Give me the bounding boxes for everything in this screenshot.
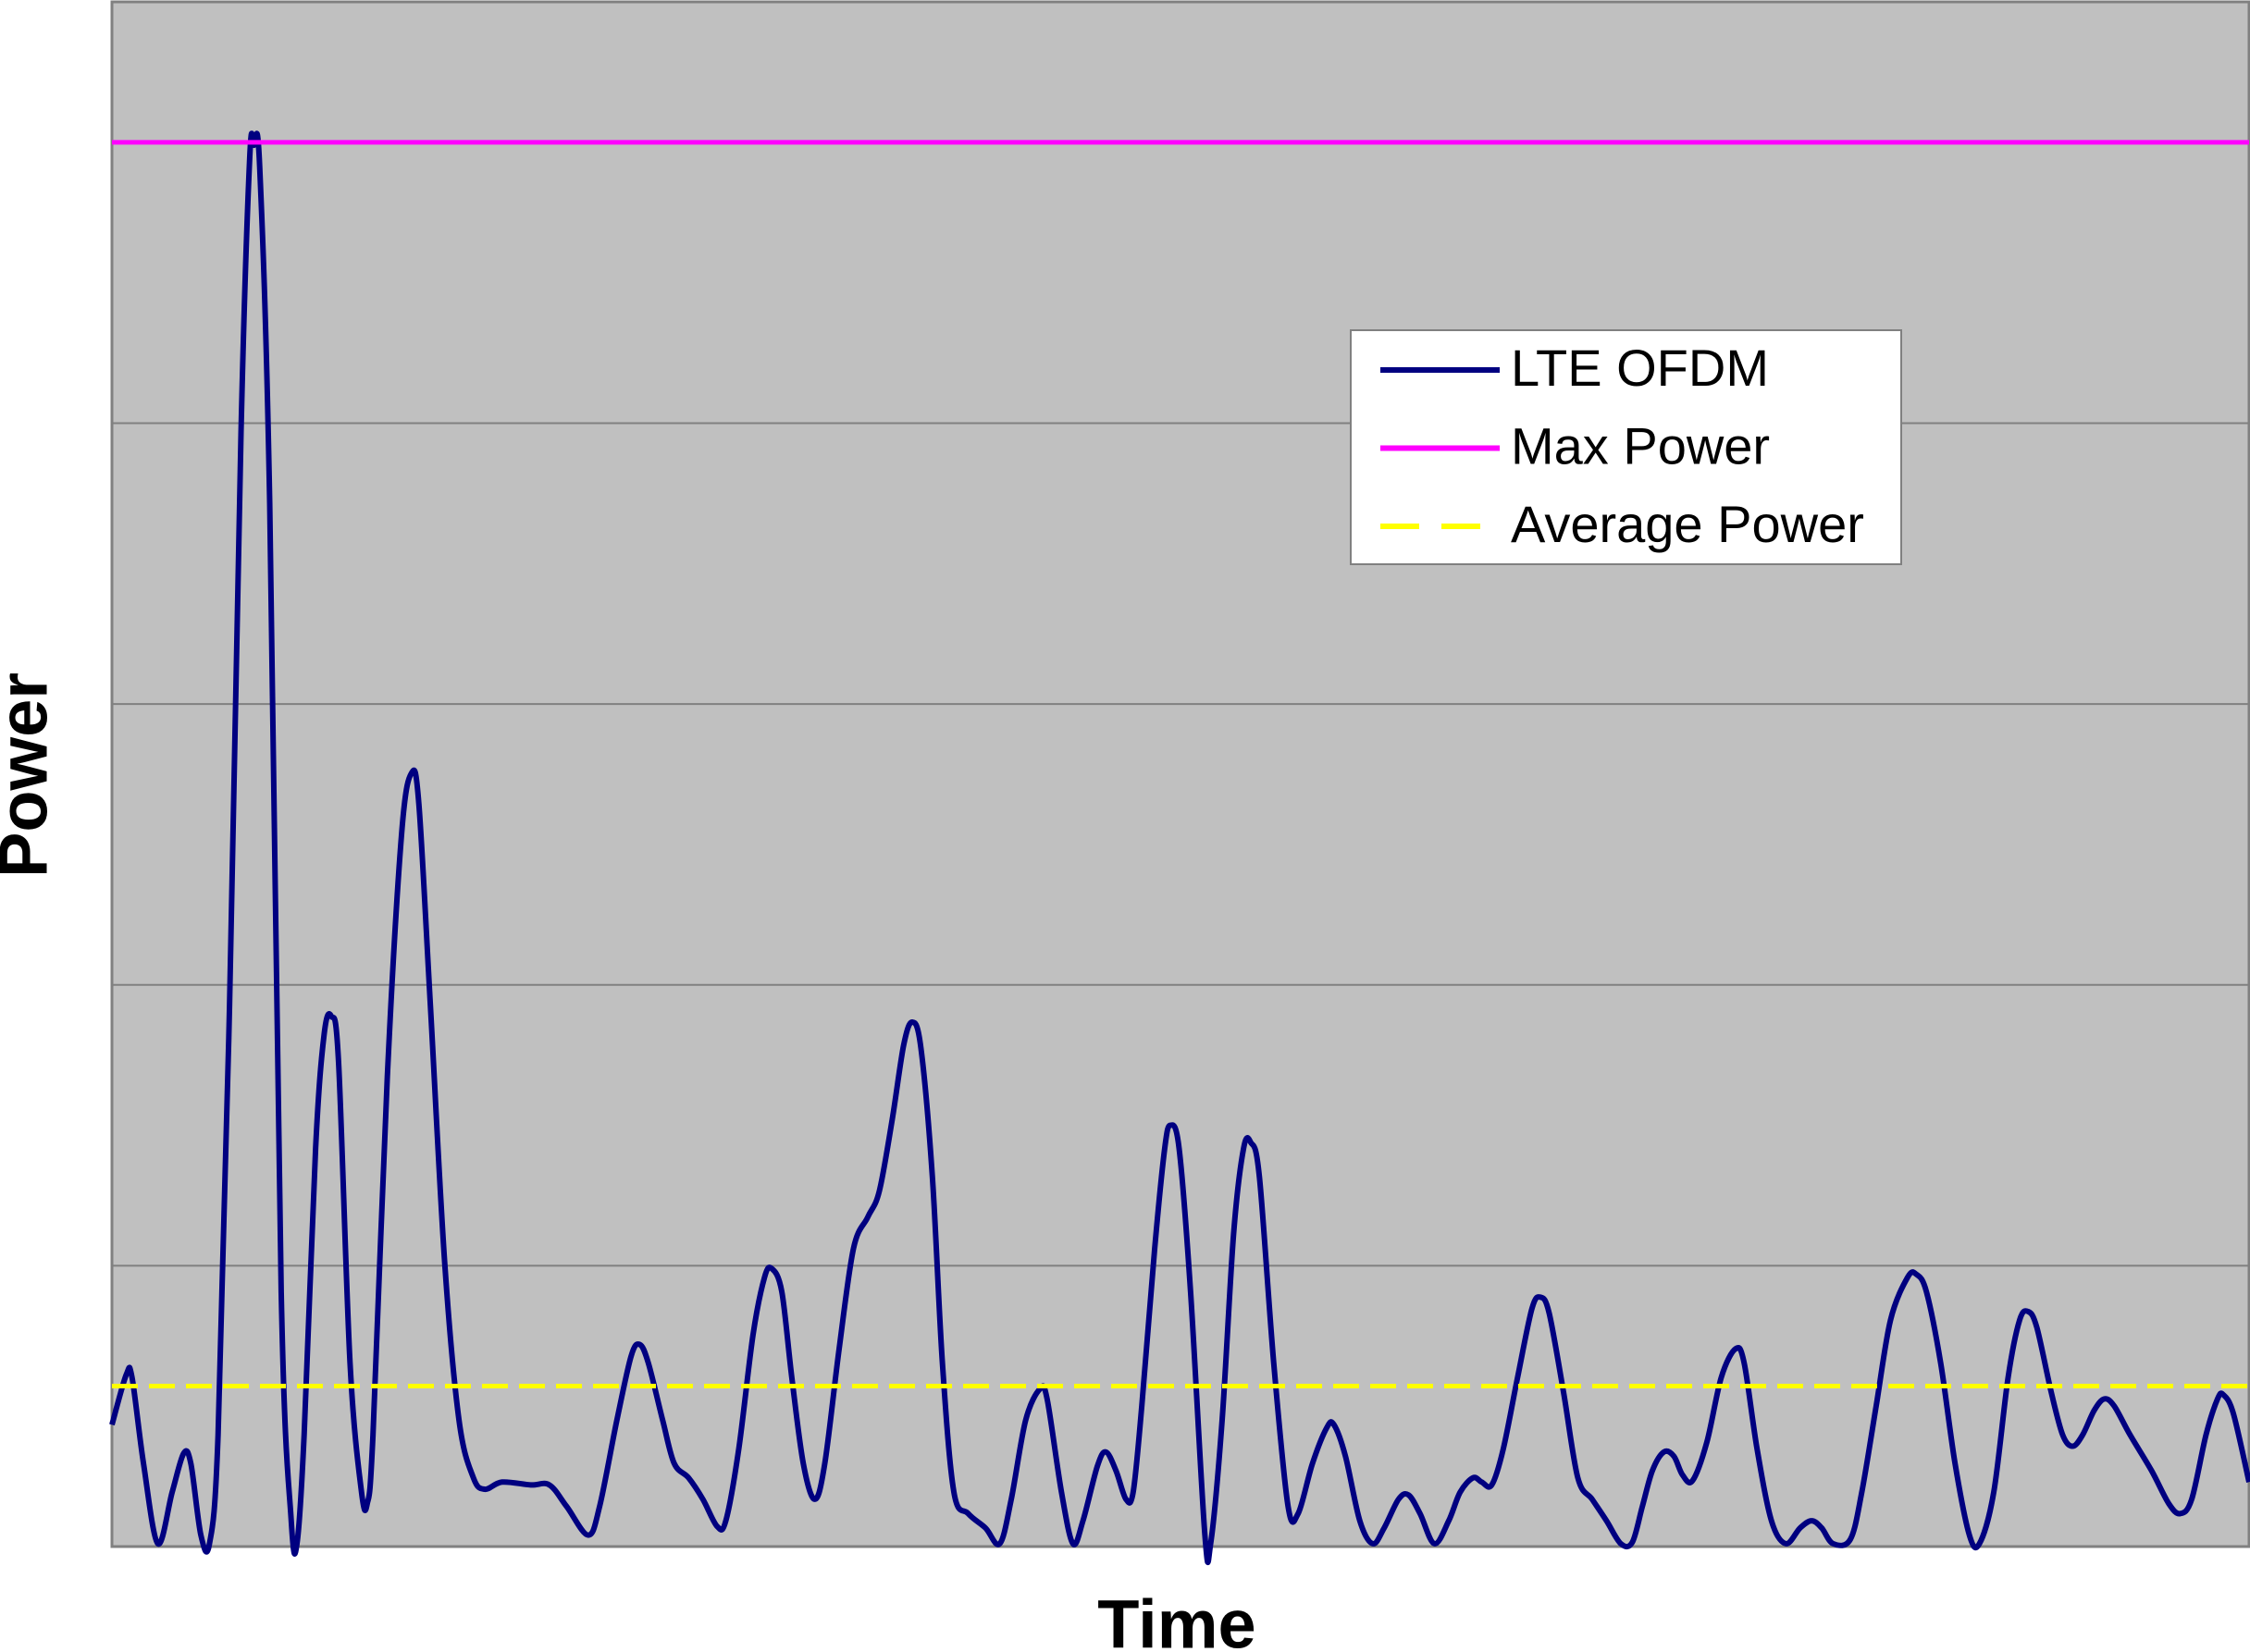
y-axis-label: Power — [0, 672, 62, 878]
series-line — [109, 130, 2250, 1566]
x-axis-label: Time — [1097, 1586, 1255, 1652]
legend: LTE OFDM Max Power Average Power — [1350, 329, 1902, 565]
plot-area — [110, 0, 2250, 1548]
legend-label: LTE OFDM — [1511, 339, 1769, 397]
legend-label: Max Power — [1511, 416, 1770, 475]
legend-label: Average Power — [1511, 495, 1864, 553]
marks — [109, 130, 2250, 1566]
